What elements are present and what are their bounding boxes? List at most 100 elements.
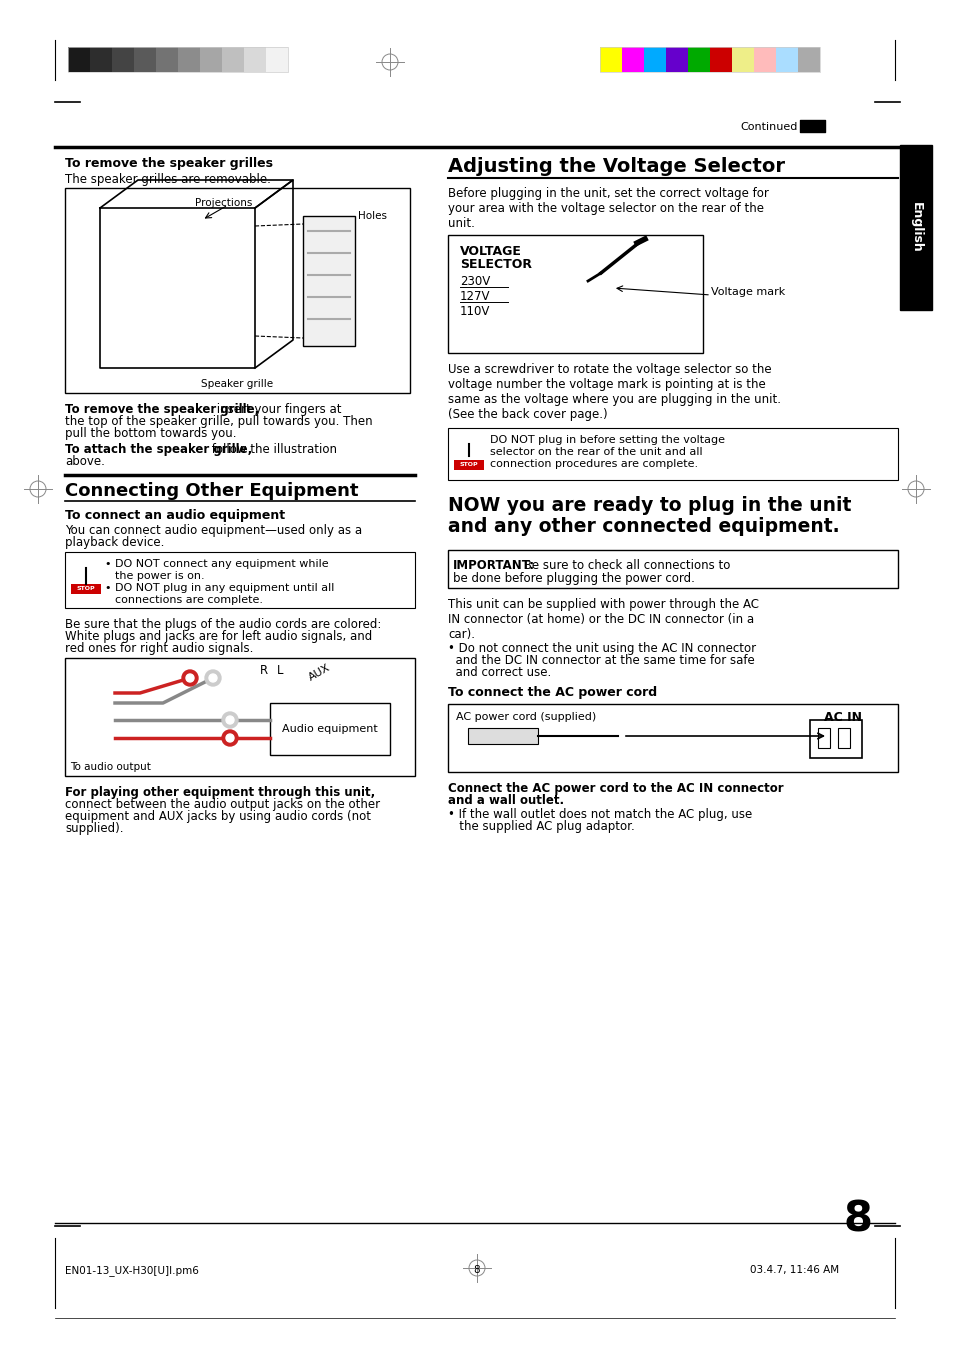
Text: selector on the rear of the unit and all: selector on the rear of the unit and all xyxy=(490,447,702,457)
Text: connect between the audio output jacks on the other: connect between the audio output jacks o… xyxy=(65,798,379,811)
Text: 03.4.7, 11:46 AM: 03.4.7, 11:46 AM xyxy=(749,1265,839,1275)
Text: • DO NOT connect any equipment while: • DO NOT connect any equipment while xyxy=(105,559,328,569)
Text: Connecting Other Equipment: Connecting Other Equipment xyxy=(65,482,358,500)
Text: Projections: Projections xyxy=(194,199,253,208)
Bar xyxy=(448,235,702,353)
Bar xyxy=(303,216,355,346)
Text: Adjusting the Voltage Selector: Adjusting the Voltage Selector xyxy=(448,157,784,176)
Text: To connect the AC power cord: To connect the AC power cord xyxy=(448,686,657,698)
Text: IMPORTANT:: IMPORTANT: xyxy=(453,559,535,571)
Bar xyxy=(753,47,775,72)
Bar xyxy=(266,47,288,72)
Text: Before plugging in the unit, set the correct voltage for
your area with the volt: Before plugging in the unit, set the cor… xyxy=(448,186,768,230)
Bar xyxy=(68,47,288,72)
Bar xyxy=(599,47,621,72)
Text: equipment and AUX jacks by using audio cords (not: equipment and AUX jacks by using audio c… xyxy=(65,811,371,823)
Bar xyxy=(448,550,897,588)
Text: and any other connected equipment.: and any other connected equipment. xyxy=(448,517,839,536)
Bar xyxy=(270,703,390,755)
Bar xyxy=(775,47,797,72)
Bar xyxy=(133,47,156,72)
Bar xyxy=(599,47,820,72)
Bar xyxy=(90,47,112,72)
Text: the supplied AC plug adaptor.: the supplied AC plug adaptor. xyxy=(448,820,634,834)
Circle shape xyxy=(560,272,624,335)
Bar xyxy=(837,728,849,748)
Text: 127V: 127V xyxy=(459,290,490,303)
Text: STOP: STOP xyxy=(459,462,477,467)
Text: This unit can be supplied with power through the AC
IN connector (at home) or th: This unit can be supplied with power thr… xyxy=(448,598,759,640)
Bar xyxy=(448,428,897,480)
Text: VOLTAGE: VOLTAGE xyxy=(459,245,521,258)
Text: 230V: 230V xyxy=(459,276,490,288)
Text: AUX: AUX xyxy=(307,662,332,682)
Bar xyxy=(687,47,709,72)
Text: and a wall outlet.: and a wall outlet. xyxy=(448,794,563,807)
Bar xyxy=(244,47,266,72)
Bar xyxy=(156,47,178,72)
Text: red ones for right audio signals.: red ones for right audio signals. xyxy=(65,642,253,655)
Bar xyxy=(65,553,415,608)
Text: • Do not connect the unit using the AC IN connector: • Do not connect the unit using the AC I… xyxy=(448,642,756,655)
Text: connections are complete.: connections are complete. xyxy=(115,594,263,605)
Text: To remove the speaker grilles: To remove the speaker grilles xyxy=(65,157,273,170)
Bar xyxy=(817,728,829,748)
Text: be done before plugging the power cord.: be done before plugging the power cord. xyxy=(453,571,694,585)
Text: R: R xyxy=(260,663,268,677)
Text: AC IN: AC IN xyxy=(823,711,862,724)
Bar xyxy=(809,720,862,758)
Bar xyxy=(112,47,133,72)
Text: follow the illustration: follow the illustration xyxy=(208,443,336,457)
Text: 8: 8 xyxy=(474,1265,479,1275)
Text: Use a screwdriver to rotate the voltage selector so the
voltage number the volta: Use a screwdriver to rotate the voltage … xyxy=(448,363,781,422)
Bar xyxy=(222,47,244,72)
Text: Audio equipment: Audio equipment xyxy=(282,724,377,734)
Bar xyxy=(65,188,410,393)
Text: 110V: 110V xyxy=(459,305,490,317)
Text: To attach the speaker grille,: To attach the speaker grille, xyxy=(65,443,252,457)
Text: You can connect audio equipment—used only as a: You can connect audio equipment—used onl… xyxy=(65,524,362,536)
Bar xyxy=(899,145,931,309)
Bar xyxy=(621,47,643,72)
Bar xyxy=(65,658,415,775)
Text: Voltage mark: Voltage mark xyxy=(710,286,784,297)
Text: Be sure that the plugs of the audio cords are colored:: Be sure that the plugs of the audio cord… xyxy=(65,617,381,631)
Circle shape xyxy=(226,716,233,724)
Bar xyxy=(731,47,753,72)
Bar xyxy=(68,47,90,72)
Circle shape xyxy=(209,674,216,682)
Text: pull the bottom towards you.: pull the bottom towards you. xyxy=(65,427,236,440)
Text: STOP: STOP xyxy=(76,586,95,592)
Text: To audio output: To audio output xyxy=(70,762,151,771)
Circle shape xyxy=(205,670,221,686)
Text: To connect an audio equipment: To connect an audio equipment xyxy=(65,509,285,521)
Text: • DO NOT plug in any equipment until all: • DO NOT plug in any equipment until all xyxy=(105,584,334,593)
Bar xyxy=(178,47,200,72)
Text: Continued: Continued xyxy=(740,122,797,132)
Text: connection procedures are complete.: connection procedures are complete. xyxy=(490,459,698,469)
Circle shape xyxy=(186,674,193,682)
Text: playback device.: playback device. xyxy=(65,536,164,549)
Bar xyxy=(797,47,820,72)
Bar xyxy=(200,47,222,72)
Text: English: English xyxy=(908,203,922,253)
Bar xyxy=(468,728,537,744)
Bar xyxy=(665,47,687,72)
Text: AC power cord (supplied): AC power cord (supplied) xyxy=(456,712,596,721)
Text: and correct use.: and correct use. xyxy=(448,666,551,680)
Text: • If the wall outlet does not match the AC plug, use: • If the wall outlet does not match the … xyxy=(448,808,752,821)
Bar xyxy=(71,584,101,594)
Circle shape xyxy=(182,670,198,686)
Bar xyxy=(643,47,665,72)
Text: To remove the speaker grille,: To remove the speaker grille, xyxy=(65,403,259,416)
Circle shape xyxy=(222,712,237,728)
Text: EN01-13_UX-H30[U]l.pm6: EN01-13_UX-H30[U]l.pm6 xyxy=(65,1265,198,1275)
Text: Be sure to check all connections to: Be sure to check all connections to xyxy=(519,559,730,571)
Text: supplied).: supplied). xyxy=(65,821,123,835)
Text: insert your fingers at: insert your fingers at xyxy=(213,403,341,416)
Text: For playing other equipment through this unit,: For playing other equipment through this… xyxy=(65,786,375,798)
Text: Holes: Holes xyxy=(357,211,387,222)
Circle shape xyxy=(226,734,233,742)
Text: L: L xyxy=(276,663,283,677)
Text: and the DC IN connector at the same time for safe: and the DC IN connector at the same time… xyxy=(448,654,754,667)
